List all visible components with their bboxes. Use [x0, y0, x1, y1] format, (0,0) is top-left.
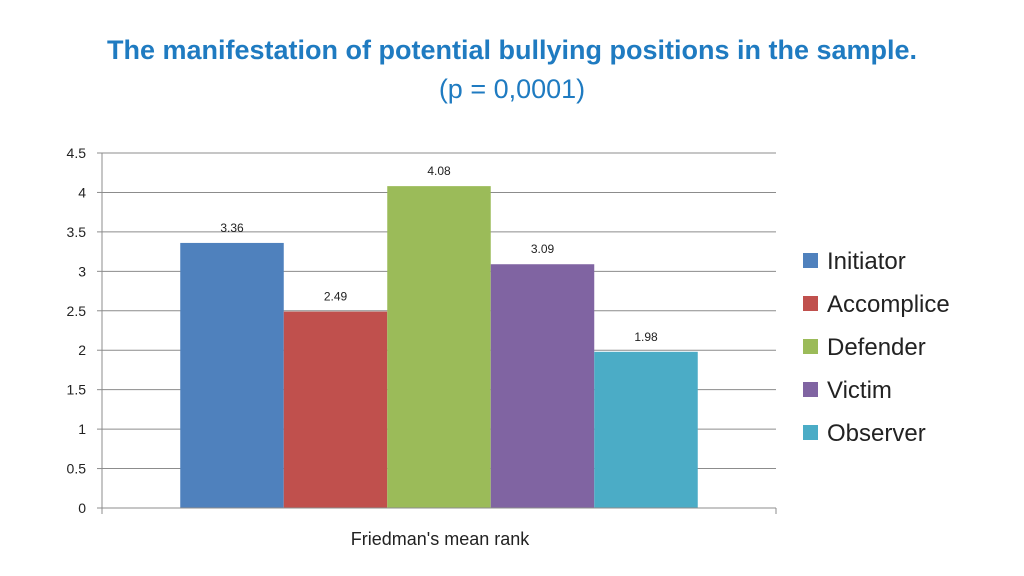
data-label-defender: 4.08	[427, 164, 451, 178]
bar-observer	[594, 351, 698, 508]
bar-accomplice	[283, 311, 388, 508]
y-tick-label: 1	[78, 421, 86, 437]
legend-swatch-defender	[803, 339, 818, 354]
y-tick-label: 2	[78, 342, 86, 358]
legend-swatch-initiator	[803, 253, 818, 268]
bar-victim	[490, 264, 595, 508]
legend-label-observer: Observer	[827, 420, 926, 447]
bar-defender	[387, 186, 491, 508]
chart-subtitle: (p = 0,0001)	[438, 74, 586, 104]
x-axis-label: Friedman's mean rank	[351, 529, 531, 549]
y-tick-label: 1.5	[67, 382, 87, 398]
bars	[180, 186, 698, 508]
data-label-victim: 3.09	[531, 242, 555, 256]
data-label-accomplice: 2.49	[324, 290, 348, 304]
legend-label-defender: Defender	[827, 334, 926, 361]
legend-swatch-accomplice	[803, 296, 818, 311]
legend-swatch-victim	[803, 382, 818, 397]
y-tick-label: 0	[78, 500, 86, 516]
legend-label-accomplice: Accomplice	[827, 291, 950, 318]
bar-initiator	[180, 242, 284, 508]
legend-swatch-observer	[803, 425, 818, 440]
chart-title-block: The manifestation of potential bullying …	[0, 30, 1024, 108]
legend: Initiator Accomplice Defender Victim Observe…	[803, 248, 950, 447]
axes	[101, 153, 777, 514]
legend-label-initiator: Initiator	[827, 248, 906, 275]
y-tick-label: 0.5	[67, 461, 87, 477]
y-tick-label: 4.5	[67, 145, 87, 161]
y-tick-label: 2.5	[67, 303, 87, 319]
legend-label-victim: Victim	[827, 377, 892, 404]
data-labels: 3.36 2.49 4.08 3.09 1.98	[220, 164, 658, 344]
y-tick-label: 4	[78, 184, 86, 200]
y-tick-label: 3	[78, 263, 86, 279]
y-tick-label: 3.5	[67, 224, 87, 240]
data-label-observer: 1.98	[634, 330, 658, 344]
chart-title: The manifestation of potential bullying …	[106, 35, 918, 65]
y-axis-ticks: 0 0.5 1 1.5 2 2.5 3 3.5 4 4.5	[67, 145, 102, 516]
data-label-initiator: 3.36	[220, 221, 244, 235]
